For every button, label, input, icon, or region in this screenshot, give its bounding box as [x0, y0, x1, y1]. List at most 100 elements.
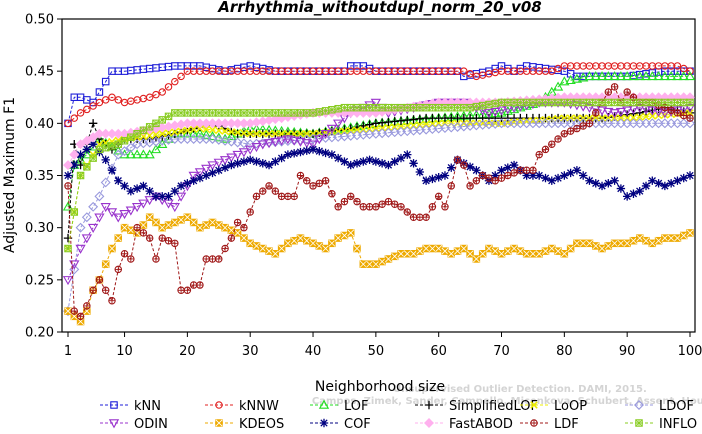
data-point	[284, 239, 292, 247]
data-point	[466, 182, 474, 190]
data-point	[347, 193, 354, 200]
data-point	[138, 149, 149, 159]
data-point	[158, 130, 166, 138]
data-point	[253, 193, 260, 200]
data-point	[96, 276, 103, 284]
data-point	[573, 125, 581, 132]
data-point	[227, 109, 235, 117]
data-point	[365, 125, 374, 133]
data-point	[71, 307, 78, 315]
data-point	[579, 114, 587, 122]
data-point	[145, 186, 154, 196]
data-point	[132, 184, 142, 193]
data-point	[207, 134, 218, 144]
data-point	[579, 239, 587, 247]
data-point	[592, 98, 600, 106]
data-point	[289, 136, 300, 146]
data-point	[378, 200, 386, 208]
data-point	[635, 419, 643, 427]
data-point	[209, 109, 216, 117]
data-point	[629, 237, 637, 245]
data-point	[448, 182, 455, 190]
data-point	[529, 167, 537, 174]
data-point	[220, 163, 230, 172]
data-point	[428, 104, 436, 112]
data-point	[121, 250, 128, 257]
data-point	[548, 67, 556, 75]
data-point	[296, 234, 304, 242]
data-point	[177, 127, 185, 135]
data-point	[303, 109, 311, 117]
data-point	[290, 193, 298, 200]
data-point	[611, 98, 619, 106]
data-point	[528, 171, 538, 180]
data-point	[604, 98, 612, 106]
data-point	[189, 125, 198, 134]
data-point	[208, 168, 217, 178]
data-point	[170, 186, 180, 196]
data-point	[239, 157, 249, 166]
data-point	[365, 120, 374, 129]
data-point	[636, 98, 644, 106]
data-point	[240, 234, 248, 242]
data-point	[145, 131, 154, 140]
data-point	[522, 171, 531, 180]
data-point	[284, 193, 292, 200]
data-point	[635, 186, 644, 196]
data-point	[465, 162, 475, 172]
data-point	[403, 150, 412, 159]
data-point	[579, 122, 587, 130]
data-point	[83, 302, 91, 310]
data-point	[523, 167, 530, 174]
data-point	[121, 224, 129, 232]
data-point	[409, 115, 418, 124]
data-point	[548, 98, 556, 106]
data-point	[194, 168, 206, 178]
data-point	[203, 255, 210, 263]
data-point	[253, 242, 260, 250]
data-point	[648, 176, 657, 185]
data-point	[101, 77, 110, 86]
data-point	[319, 418, 329, 428]
data-point	[661, 234, 669, 242]
data-point	[565, 74, 576, 85]
data-point	[125, 142, 136, 153]
data-point	[177, 72, 185, 81]
data-point	[359, 260, 367, 268]
series-cof	[63, 140, 695, 201]
data-point	[628, 71, 639, 81]
data-point	[397, 104, 405, 112]
data-point	[114, 140, 122, 148]
data-point	[108, 245, 116, 253]
data-point	[384, 117, 393, 127]
data-point	[359, 157, 368, 166]
data-point	[133, 224, 141, 231]
data-point	[164, 192, 173, 201]
data-point	[592, 242, 600, 250]
data-point	[289, 149, 299, 158]
data-point	[598, 245, 606, 253]
data-point	[372, 124, 380, 133]
data-point	[251, 143, 262, 153]
data-point	[177, 109, 185, 117]
x-tick-label: 50	[368, 344, 385, 359]
data-point	[566, 114, 575, 122]
data-point	[108, 93, 116, 102]
data-point	[102, 260, 110, 268]
data-point	[441, 104, 449, 112]
data-point	[372, 203, 380, 210]
data-point	[265, 182, 273, 190]
data-point	[623, 114, 631, 122]
legend-item-simplifiedlof: SimplifiedLOF	[415, 399, 538, 414]
data-point	[648, 239, 656, 247]
data-point	[70, 114, 79, 122]
data-point	[77, 172, 85, 179]
data-point	[397, 250, 405, 258]
legend-item-knnw: kNNW	[205, 399, 279, 414]
data-point	[415, 114, 425, 123]
data-point	[623, 239, 631, 247]
data-point	[333, 119, 344, 129]
data-point	[164, 129, 173, 137]
data-point	[553, 173, 563, 183]
data-point	[83, 105, 91, 114]
